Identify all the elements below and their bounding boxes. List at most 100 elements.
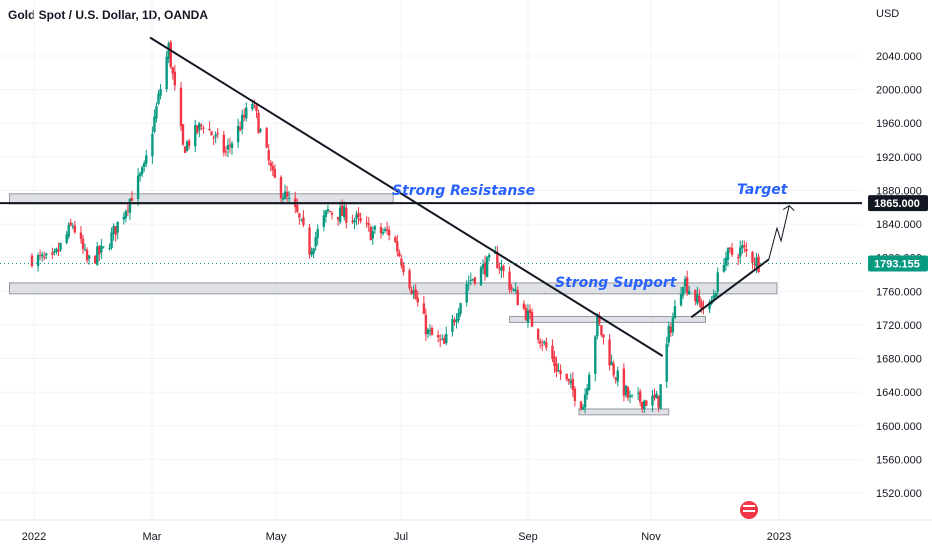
candle-body (167, 43, 170, 60)
candle-body (245, 107, 248, 119)
candle-body (265, 128, 268, 148)
candle-body (671, 317, 675, 333)
candle-body (208, 128, 211, 131)
price-tick-label: 1600.000 (876, 421, 922, 433)
candle-body (426, 329, 430, 334)
time-axis: 2022 Mar May Jul Sep Nov 2023 (0, 501, 932, 543)
candle-body (183, 146, 187, 153)
us-flag-stripe (743, 510, 755, 512)
candle-body (553, 356, 556, 366)
candle-body (202, 127, 205, 129)
candle-body (743, 245, 746, 248)
candle-body (557, 370, 560, 372)
candle-body (626, 386, 630, 398)
candle-body (410, 289, 413, 294)
candle-body (755, 257, 758, 267)
candle-body (538, 341, 542, 344)
candle-body (445, 334, 448, 343)
candle-body (645, 400, 648, 406)
candle-body (36, 255, 40, 266)
candle-body (173, 71, 177, 86)
candle-body (259, 129, 262, 132)
candle-body (685, 277, 689, 293)
candle-body (396, 241, 399, 252)
candle-body (726, 248, 730, 260)
candle-body (636, 392, 640, 394)
candle-body (408, 270, 411, 289)
candle-body (624, 385, 628, 395)
candle-body (53, 251, 56, 253)
candle-body (271, 165, 275, 171)
candle-body (40, 254, 44, 257)
candle-body (251, 103, 254, 110)
candle-body (51, 252, 54, 255)
candle-body (443, 338, 446, 344)
grid (0, 0, 862, 520)
candle-body (594, 336, 597, 375)
candle-body (530, 312, 534, 327)
candle-body (496, 251, 499, 268)
candle-body (659, 384, 662, 410)
candle-body (694, 290, 697, 302)
candle-body (328, 210, 332, 212)
candle-body (185, 141, 189, 151)
label-strong-resistance: Strong Resistanse (392, 183, 535, 199)
zones (9, 193, 778, 416)
candle-body (622, 368, 626, 396)
candle-body (300, 219, 303, 221)
candle-body (508, 271, 511, 290)
candle-body (140, 167, 144, 174)
candle-body (273, 169, 277, 178)
support-zone (9, 282, 778, 295)
candle-body (639, 391, 642, 403)
price-tick-label: 1920.000 (876, 152, 922, 164)
candle-body (83, 249, 87, 251)
candle-body (585, 388, 589, 395)
candle-body (355, 214, 358, 219)
candle-body (128, 198, 132, 213)
candle-body (422, 303, 426, 314)
candle-body (112, 226, 115, 234)
candle-body (698, 295, 701, 303)
candle-body (122, 216, 126, 220)
price-tick-label: 1560.000 (876, 454, 922, 466)
candle-body (353, 219, 356, 223)
candle-body (630, 394, 634, 396)
trend-lines (0, 36, 862, 357)
candle-body (722, 264, 726, 272)
candle-body (324, 210, 328, 217)
candle-body (430, 327, 434, 336)
last-price-badge: 1793.155 (874, 258, 920, 270)
candle-body (179, 87, 183, 127)
candle-body (716, 272, 719, 292)
candle-body (326, 209, 330, 211)
candle-body (153, 116, 156, 133)
candle-body (739, 247, 742, 257)
candle-body (341, 205, 344, 216)
candle-body (222, 134, 226, 153)
candle-body (481, 264, 485, 269)
candle-body (573, 388, 577, 402)
candle-body (655, 393, 658, 399)
candle-body (312, 248, 315, 254)
candle-body (96, 246, 99, 265)
candle-body (345, 207, 348, 223)
candle-body (600, 325, 603, 336)
candle-body (745, 248, 748, 252)
price-tick-label: 1640.000 (876, 387, 922, 399)
price-tick-label: 1760.000 (876, 286, 922, 298)
candle-body (71, 225, 74, 227)
price-tick-label: 1960.000 (876, 118, 922, 130)
candle-body (130, 197, 134, 201)
time-tick-label: 2023 (767, 531, 791, 543)
candle-body (98, 246, 101, 255)
candle-body (57, 249, 60, 252)
candle-body (138, 173, 142, 177)
candle-body (555, 363, 558, 372)
candle-body (543, 341, 546, 344)
candle-body (512, 289, 515, 291)
candle-body (385, 228, 389, 231)
candle-body (87, 255, 91, 259)
candle-body (641, 401, 644, 409)
